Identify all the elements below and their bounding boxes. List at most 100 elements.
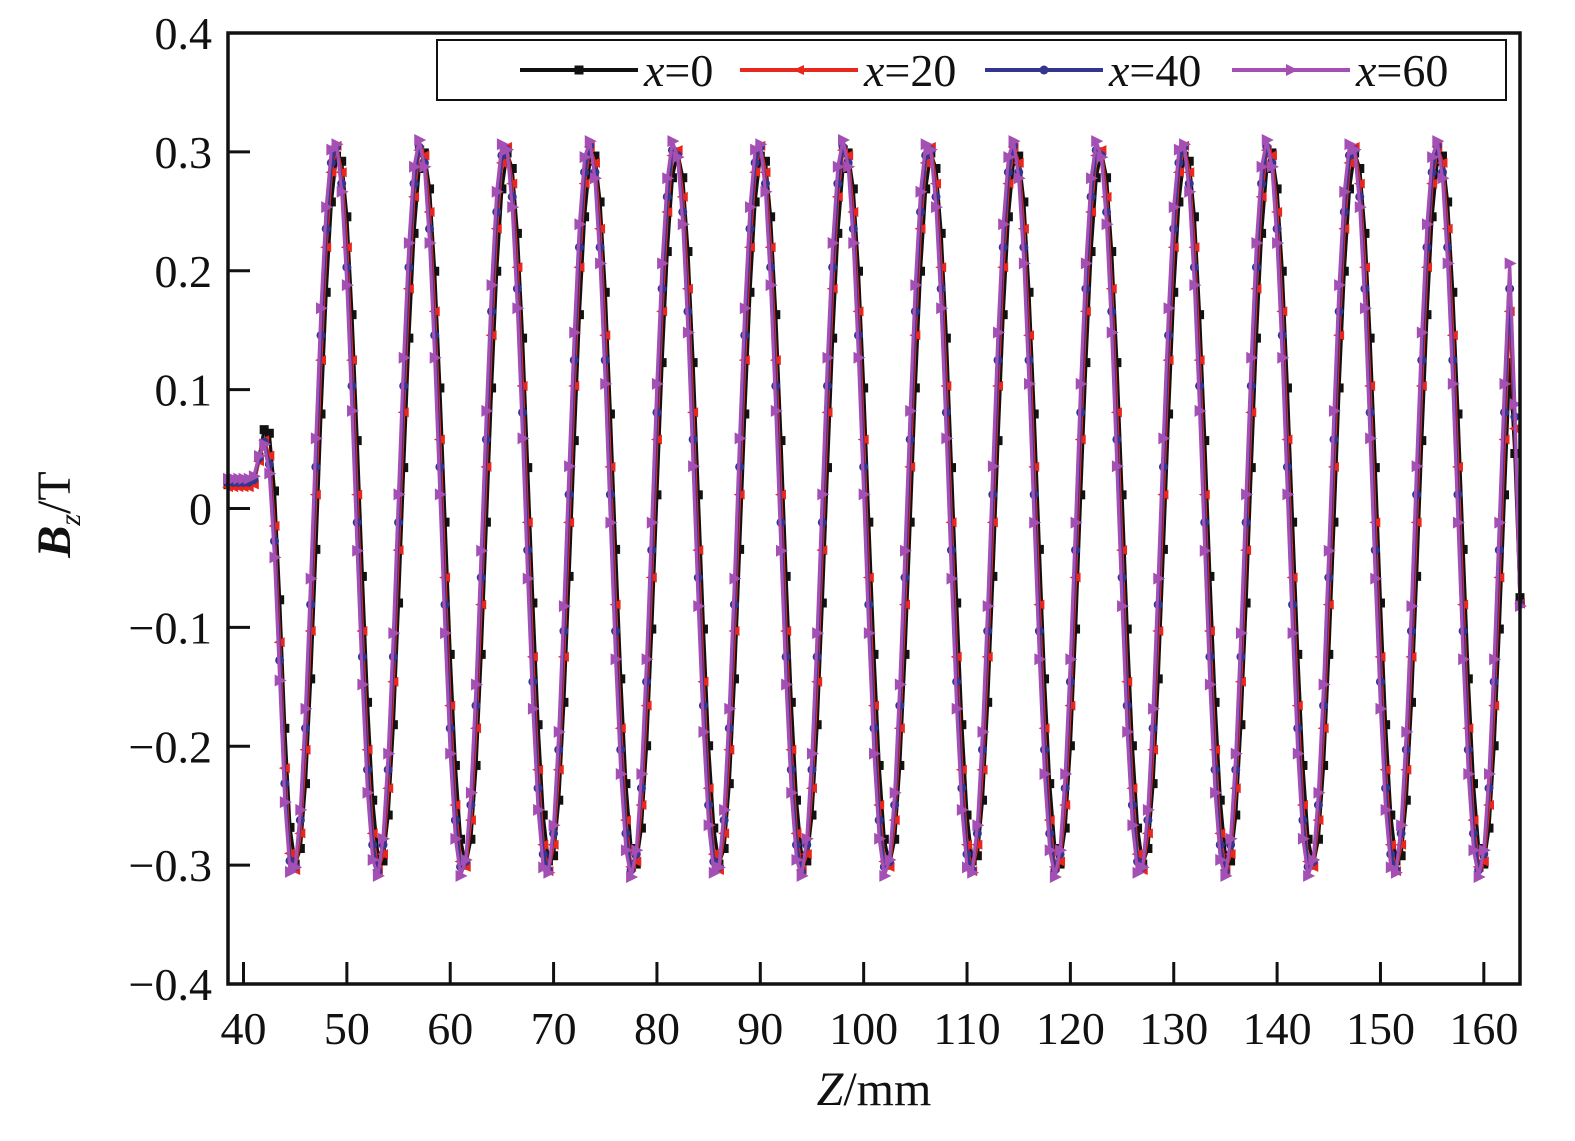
data-point-marker <box>1127 819 1140 832</box>
data-point-marker <box>719 803 732 816</box>
data-point-marker <box>1484 823 1494 833</box>
x-tick-label: 70 <box>531 1003 577 1054</box>
x-tick-label: 110 <box>933 1003 1000 1054</box>
data-point-marker <box>1380 803 1393 816</box>
data-point-marker <box>259 425 269 435</box>
data-point-marker <box>1112 358 1122 368</box>
y-axis-title: Bz/T <box>28 471 87 558</box>
data-point-marker <box>1293 649 1303 659</box>
x-tick-label: 130 <box>1139 1003 1208 1054</box>
data-point-marker <box>280 723 290 733</box>
legend-item: x=60 <box>1232 45 1448 96</box>
data-point-marker <box>957 720 967 730</box>
data-point-marker <box>807 810 817 820</box>
data-point-marker <box>947 463 957 473</box>
data-point-marker <box>1050 844 1060 854</box>
data-point-marker <box>600 377 613 390</box>
data-point-marker <box>1029 516 1042 529</box>
data-point-marker <box>1168 201 1181 214</box>
data-point-marker <box>1421 218 1434 231</box>
data-point-marker <box>1287 627 1300 640</box>
data-point-marker <box>1096 151 1109 164</box>
data-point-marker <box>956 803 969 816</box>
data-point-marker <box>1076 490 1086 500</box>
data-point-marker <box>801 832 814 845</box>
data-point-marker <box>559 697 569 707</box>
data-point-marker <box>1477 856 1489 867</box>
data-point-marker <box>337 156 347 166</box>
data-point-marker <box>1174 197 1184 207</box>
data-point-marker <box>1184 185 1197 198</box>
data-point-marker <box>910 279 923 292</box>
x-tick-label: 40 <box>221 1003 267 1054</box>
data-point-marker <box>729 572 742 585</box>
data-point-marker <box>1509 398 1522 411</box>
data-point-marker <box>404 333 414 343</box>
data-point-marker <box>1277 266 1287 276</box>
data-point-marker <box>1483 768 1496 781</box>
legend-items: x=0 x=20 x=40 x=60 <box>520 45 1448 96</box>
x-axis-title: Z/mm <box>817 1063 932 1116</box>
data-point-marker <box>279 796 292 809</box>
data-point-marker <box>688 460 701 473</box>
data-point-marker <box>1220 869 1233 882</box>
data-point-marker <box>476 649 486 659</box>
data-point-marker <box>1468 779 1478 789</box>
data-point-marker <box>657 257 670 270</box>
legend-var: x <box>1355 45 1377 96</box>
data-point-marker <box>264 428 274 438</box>
data-point-marker <box>590 151 600 161</box>
data-point-marker <box>667 135 680 148</box>
data-point-marker <box>1313 834 1323 844</box>
data-point-marker <box>998 218 1011 231</box>
data-point-marker <box>610 653 623 666</box>
data-point-marker <box>445 747 458 760</box>
data-point-marker <box>1034 544 1044 554</box>
data-point-marker <box>982 600 995 613</box>
data-point-marker <box>972 851 982 861</box>
data-point-marker <box>1458 544 1468 554</box>
data-point-marker <box>1412 571 1422 581</box>
data-point-marker <box>770 404 783 417</box>
data-point-marker <box>1122 624 1132 634</box>
data-point-marker <box>1453 409 1463 419</box>
data-point-marker <box>357 571 367 581</box>
data-point-marker <box>394 598 404 608</box>
ticks-layer: 40 50 60 70 80 90 100 110 120 130 140 150 160 −0.4 −0.… <box>129 8 1519 1054</box>
data-point-marker <box>1205 571 1215 581</box>
data-point-marker <box>915 185 928 198</box>
data-point-marker <box>832 160 845 173</box>
x-tick-label: 60 <box>427 1003 473 1054</box>
data-point-marker <box>1246 351 1259 364</box>
data-point-marker <box>1416 326 1429 339</box>
data-point-marker <box>853 351 866 364</box>
data-point-marker <box>460 853 473 866</box>
legend-var: x <box>1108 45 1130 96</box>
data-point-marker <box>1101 218 1114 231</box>
data-point-marker <box>1215 795 1225 805</box>
data-point-marker <box>1225 832 1238 845</box>
data-point-marker <box>523 463 533 473</box>
data-point-marker <box>1018 257 1031 270</box>
data-point-marker <box>481 517 491 527</box>
data-point-marker <box>781 571 791 581</box>
data-point-marker <box>1117 490 1127 500</box>
legend-item: x=20 <box>740 45 956 96</box>
x-tick-label: 80 <box>634 1003 680 1054</box>
data-point-marker <box>822 463 832 473</box>
legend: x=0 x=20 x=40 x=60 <box>436 39 1507 101</box>
data-point-marker <box>605 409 615 419</box>
data-point-marker <box>793 65 804 75</box>
legend-value: =0 <box>664 45 713 96</box>
data-point-marker <box>306 674 316 684</box>
data-point-marker <box>1318 678 1331 691</box>
data-point-marker <box>1396 819 1409 832</box>
data-point-marker <box>1106 326 1119 339</box>
data-point-marker <box>1277 351 1290 364</box>
data-point-marker <box>574 218 587 231</box>
y-tick-label: 0 <box>189 484 212 535</box>
data-point-marker <box>450 760 460 770</box>
data-point-marker <box>1478 844 1491 857</box>
data-point-marker <box>636 768 649 781</box>
y-tick-label: −0.3 <box>129 840 212 891</box>
